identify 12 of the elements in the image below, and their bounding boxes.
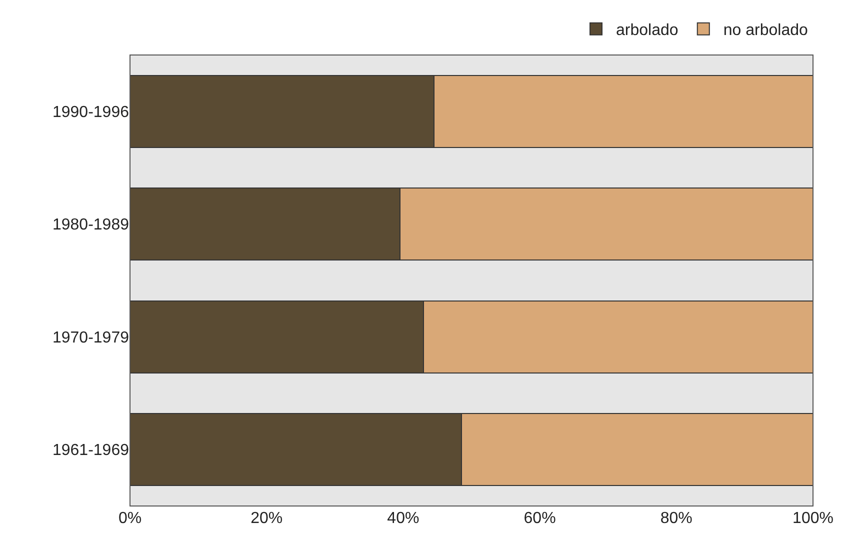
x-tick-label: 0%	[118, 510, 142, 527]
y-tick-label: 1980-1989	[52, 216, 130, 234]
y-tick-label: 1970-1979	[52, 329, 130, 346]
x-tick-label: 80%	[660, 510, 692, 527]
y-tick-label: 1990-1996	[52, 104, 130, 121]
x-tick-label: 40%	[387, 510, 420, 527]
legend-label: no arbolado	[723, 22, 808, 40]
y-tick-label: 1961-1969	[52, 442, 130, 460]
x-tick-label: 20%	[250, 510, 283, 527]
x-tick-label: 100%	[792, 510, 834, 527]
legend-label: arbolado	[616, 22, 678, 40]
x-tick-label: 60%	[524, 510, 556, 527]
